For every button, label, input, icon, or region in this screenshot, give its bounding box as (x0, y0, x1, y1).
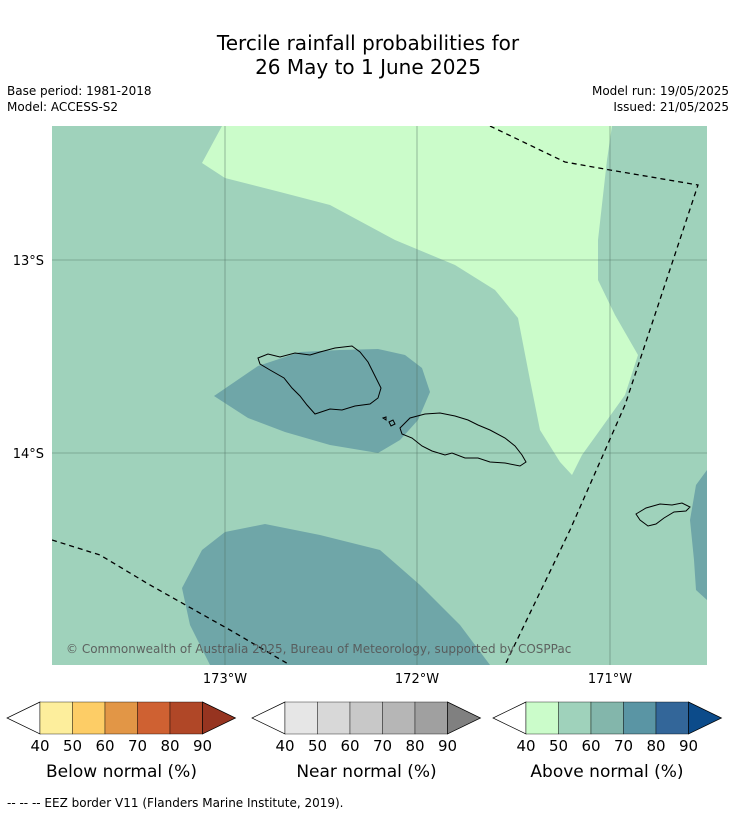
colorbar-tick-label: 60 (340, 737, 359, 755)
colorbar-tick-label: 60 (581, 737, 600, 755)
colorbar-min-arrow (6, 701, 41, 735)
eez-footer-note: -- -- -- EEZ border V11 (Flanders Marine… (7, 796, 344, 810)
island-manono (388, 419, 396, 427)
colorbar-segment (414, 701, 448, 735)
colorbar-min-arrow (251, 701, 286, 735)
colorbar-segment (525, 701, 559, 735)
colorbar-tick-label: 50 (63, 737, 82, 755)
colorbar-segment (284, 701, 318, 735)
colorbar-segment (623, 701, 657, 735)
colorbar-segment (382, 701, 416, 735)
probability-region-light (202, 126, 638, 475)
graticule (52, 126, 707, 665)
colorbar-segment (317, 701, 351, 735)
island-apolima (381, 416, 387, 421)
colorbar-min-arrow (492, 701, 527, 735)
colorbar-label-below: Below normal (%) (46, 762, 197, 782)
island-tutuila (635, 502, 691, 527)
model-run: Model run: 19/05/2025 (591, 84, 729, 98)
meta-right: Model run: 19/05/2025 Issued: 21/05/2025 (592, 83, 729, 115)
colorbar-below-normal: 40 50 60 70 80 90 (6, 701, 237, 755)
colorbar-label-near: Near normal (%) (296, 762, 437, 782)
probability-region-dark-2 (182, 524, 490, 665)
lon-label-172w: 172°W (395, 672, 439, 687)
islands (257, 345, 691, 527)
colorbar-tick-label: 70 (614, 737, 633, 755)
colorbar-tick-label: 40 (30, 737, 49, 755)
colorbar-segment (349, 701, 383, 735)
colorbar-tick-label: 50 (549, 737, 568, 755)
colorbar-max-arrow (688, 701, 723, 735)
lon-label-173w: 173°W (203, 672, 247, 687)
title-line-1: Tercile rainfall probabilities for (216, 31, 520, 55)
colorbar-tick-label: 60 (95, 737, 114, 755)
issued-date: Issued: 21/05/2025 (613, 100, 729, 114)
colorbar-segment (72, 701, 106, 735)
colorbar-label-above: Above normal (%) (530, 762, 684, 782)
colorbar-tick-label: 90 (438, 737, 457, 755)
colorbar-tick-label: 70 (373, 737, 392, 755)
colorbar-tick-label: 90 (679, 737, 698, 755)
colorbar-segment (137, 701, 171, 735)
colorbar-tick-label: 40 (275, 737, 294, 755)
colorbar-segment (39, 701, 73, 735)
lat-label-13s: 13°S (13, 254, 44, 269)
colorbar-tick-label: 80 (646, 737, 665, 755)
model-name: Model: ACCESS-S2 (7, 100, 119, 114)
meta-left: Base period: 1981-2018 Model: ACCESS-S2 (7, 83, 152, 115)
probability-region-dark-3 (690, 470, 707, 600)
colorbar-tick-label: 70 (128, 737, 147, 755)
title-line-2: 26 May to 1 June 2025 (255, 55, 481, 79)
colorbar-tick-label: 80 (160, 737, 179, 755)
map-title: Tercile rainfall probabilities for 26 Ma… (0, 31, 736, 79)
colorbar-tick-label: 90 (193, 737, 212, 755)
base-period: Base period: 1981-2018 (7, 84, 152, 98)
colorbar-near-normal: 40 50 60 70 80 90 (251, 701, 482, 755)
lon-label-171w: 171°W (588, 672, 632, 687)
colorbar-segment (558, 701, 592, 735)
island-upolu (399, 412, 527, 467)
colorbar-segment (104, 701, 138, 735)
copyright-text: © Commonwealth of Australia 2025, Bureau… (66, 642, 571, 656)
map-area: © Commonwealth of Australia 2025, Bureau… (52, 126, 707, 665)
colorbar-segment (169, 701, 203, 735)
colorbar-tick-label: 50 (308, 737, 327, 755)
probability-region-dark-1 (214, 349, 430, 453)
island-savaii (257, 345, 382, 415)
eez-border (52, 126, 699, 665)
colorbar-tick-label: 80 (405, 737, 424, 755)
colorbar-segment (590, 701, 624, 735)
colorbar-above-normal: 40 50 60 70 80 90 (492, 701, 723, 755)
colorbar-tick-label: 40 (516, 737, 535, 755)
colorbar-segment (655, 701, 689, 735)
lat-label-14s: 14°S (13, 447, 44, 462)
colorbar-max-arrow (447, 701, 482, 735)
colorbar-max-arrow (202, 701, 237, 735)
